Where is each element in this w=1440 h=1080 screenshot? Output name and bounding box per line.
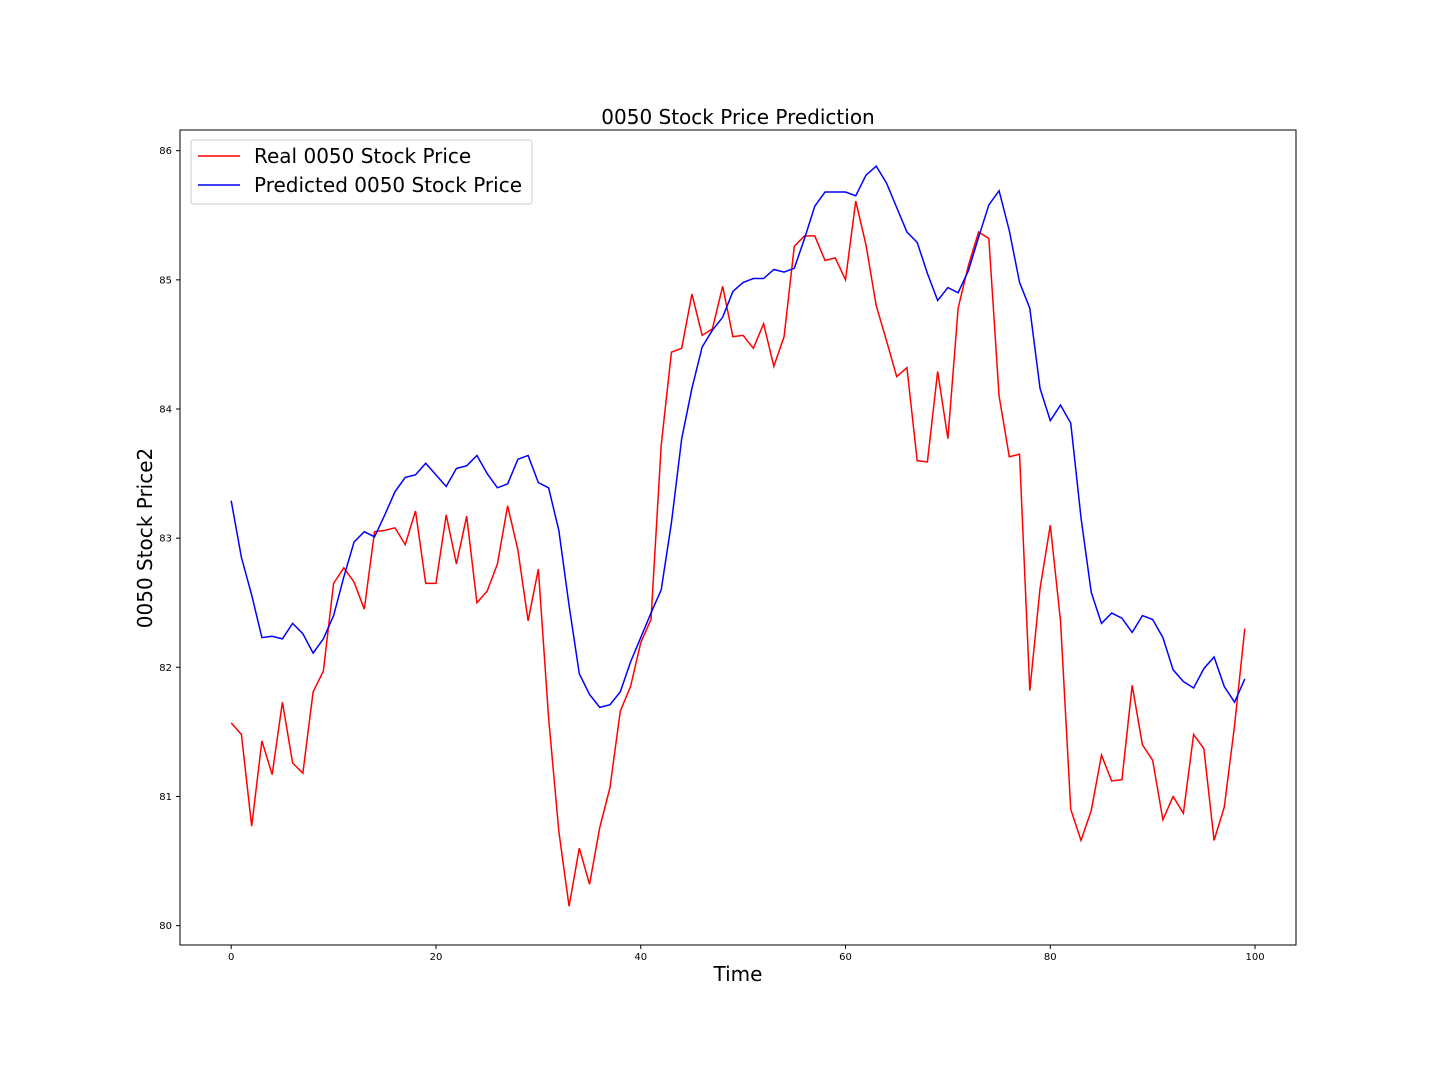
plot-area-frame: [179, 129, 1297, 946]
legend-label-real: Real 0050 Stock Price: [254, 144, 471, 168]
x-tick-label: 40: [634, 952, 647, 963]
y-axis-label: 0050 Stock Price2: [133, 448, 157, 628]
ticks-layer: 0 20 40 60 80 100 80 81 82 83 84 85 86: [159, 146, 1264, 963]
y-tick-label: 86: [159, 146, 172, 157]
x-tick-label: 60: [839, 952, 852, 963]
y-tick-label: 80: [159, 921, 172, 932]
x-tick-label: 20: [430, 952, 443, 963]
legend-box: [190, 139, 533, 205]
series-layer: [230, 165, 1246, 907]
series-line-predicted: [230, 165, 1246, 709]
x-tick-label: 0: [228, 952, 234, 963]
y-tick-label: 84: [159, 404, 172, 415]
legend-label-predicted: Predicted 0050 Stock Price: [254, 173, 522, 197]
chart-title: 0050 Stock Price Prediction: [601, 105, 874, 129]
x-tick-label: 100: [1245, 952, 1264, 963]
y-tick-label: 81: [159, 792, 172, 803]
y-tick-label: 83: [159, 534, 172, 545]
x-tick-label: 80: [1044, 952, 1057, 963]
series-line-real: [230, 200, 1246, 907]
legend: Real 0050 Stock Price Predicted 0050 Sto…: [190, 139, 533, 205]
y-tick-label: 82: [159, 663, 172, 674]
y-tick-label: 85: [159, 275, 172, 286]
x-axis-label: Time: [713, 962, 763, 986]
